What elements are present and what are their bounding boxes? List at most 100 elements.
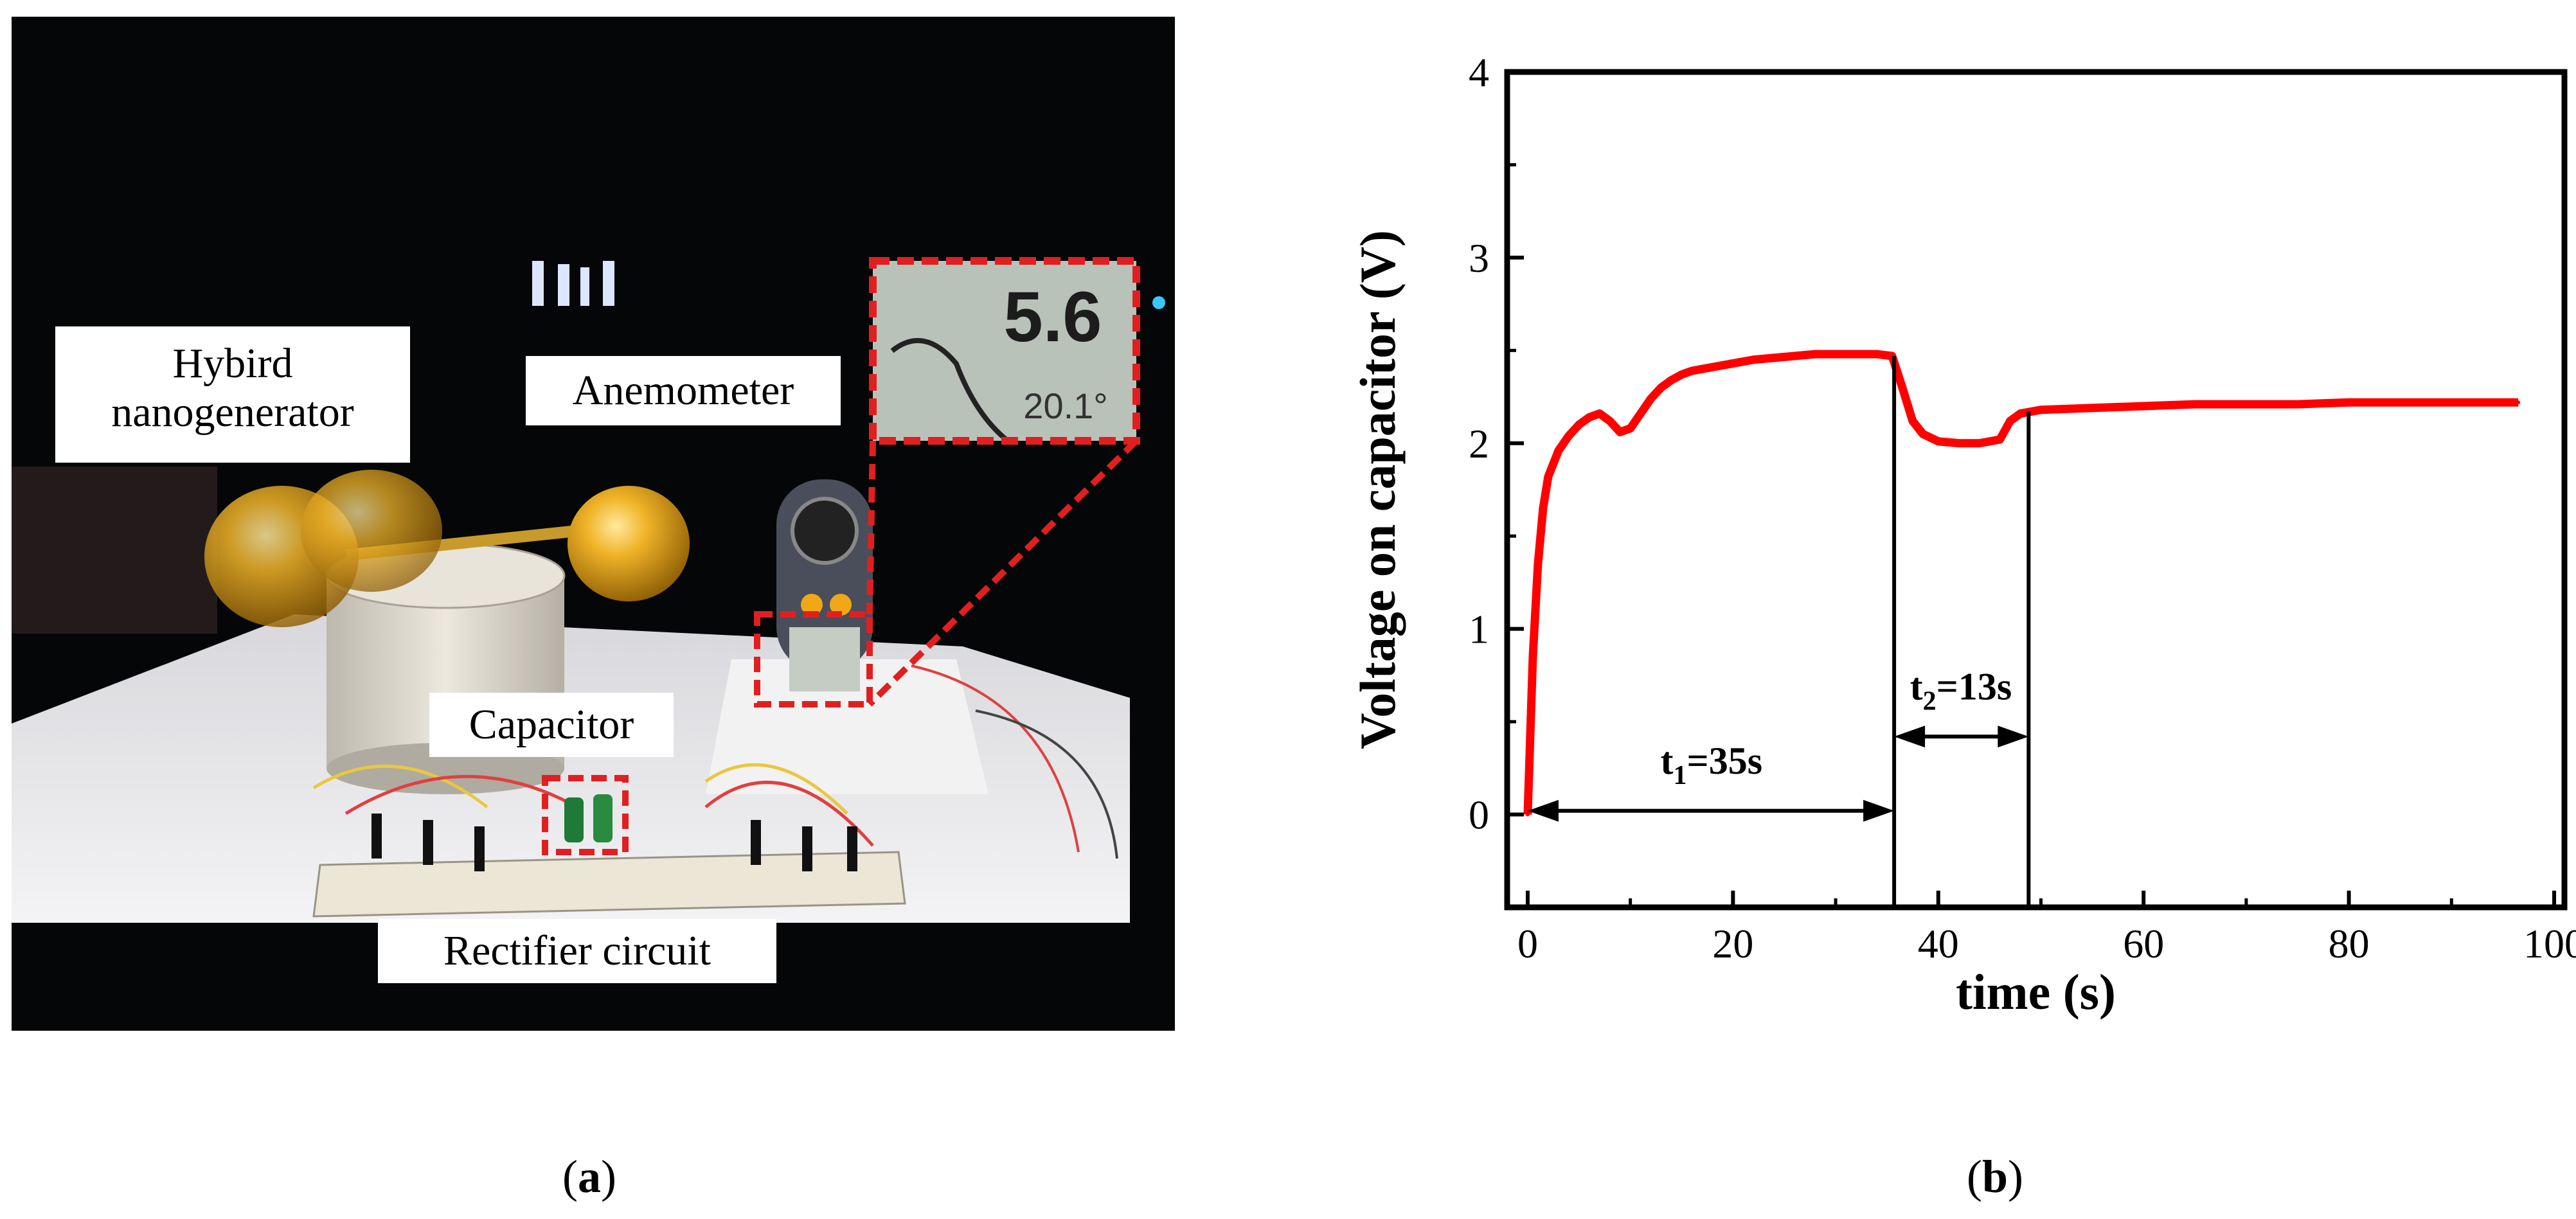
voltage-data-point xyxy=(1577,422,1581,427)
wire xyxy=(704,763,848,815)
anemometer-highlight-box xyxy=(754,611,873,707)
capacitor-component xyxy=(564,797,584,842)
diode xyxy=(474,826,485,871)
voltage-data-point xyxy=(1690,369,1694,373)
voltage-data-point xyxy=(1813,352,1818,357)
bg-wall xyxy=(12,467,217,634)
anemometer-fan xyxy=(791,497,859,565)
voltage-data-point xyxy=(1535,562,1540,566)
voltage-data-point xyxy=(1679,372,1684,377)
interval-label-main: t xyxy=(1910,665,1923,707)
caption-a: (a) xyxy=(562,1151,616,1202)
voltage-data-point xyxy=(1618,430,1622,434)
voltage-data-point xyxy=(2347,400,2351,405)
y-tick-label: 0 xyxy=(1469,792,1489,838)
rectifier-label: Rectifier circuit xyxy=(378,919,776,983)
y-tick-label: 4 xyxy=(1469,49,1489,95)
anemometer-screen xyxy=(789,627,860,691)
voltage-data-point xyxy=(1597,411,1602,416)
plot-frame xyxy=(1504,69,2568,911)
interval-arrow-head-left xyxy=(1527,799,1559,822)
voltage-data-point xyxy=(1638,411,1643,416)
chart-layer: 0 20 40 60 80 100 0 1 2 3 4 time (s) Voltage on capa… xyxy=(1350,49,2576,1020)
wire xyxy=(975,709,1118,859)
diode xyxy=(423,820,433,865)
anemometer-button xyxy=(801,594,823,616)
x-tick-label: 100 xyxy=(2523,921,2576,966)
bg-light xyxy=(1152,296,1165,309)
voltage-data-point xyxy=(1936,439,1940,443)
setup-photo: 5.6 20.1° xyxy=(12,17,1175,1031)
voltage-data-point xyxy=(2501,400,2505,405)
capacitor-component xyxy=(593,794,613,842)
y-tick-label: 3 xyxy=(1469,235,1489,281)
capacitor-label: Capacitor xyxy=(429,693,674,757)
generator-label-line1: Hybird xyxy=(172,340,293,387)
voltage-data-point xyxy=(1910,419,1915,423)
anemometer-button xyxy=(830,594,852,616)
generator-label-line2: nanogenerator xyxy=(111,388,354,436)
interval-arrow-head-right xyxy=(1863,799,1895,822)
zoom-inset xyxy=(873,261,1136,441)
voltage-data-point xyxy=(1900,386,1904,390)
interval-label: t1=35s xyxy=(1661,740,1763,790)
rotor-sphere xyxy=(568,486,690,601)
voltage-data-point xyxy=(1607,419,1612,423)
zoom-inset-border xyxy=(869,257,1140,445)
diode xyxy=(751,820,761,865)
generator-label: Hybird nanogenerator xyxy=(55,326,410,463)
voltage-data-point xyxy=(1587,415,1591,420)
x-tick-label: 0 xyxy=(1517,921,1538,966)
diode xyxy=(802,826,812,871)
x-axis-title: time (s) xyxy=(1956,964,2116,1020)
voltage-data-point xyxy=(1659,386,1663,390)
voltage-data-point xyxy=(1541,506,1545,510)
voltage-data-point xyxy=(2142,404,2146,408)
voltage-series-line xyxy=(1523,350,2519,815)
voltage-data-point xyxy=(1920,432,1925,436)
wire xyxy=(911,664,1080,853)
interval-label-main: t xyxy=(1661,740,1674,782)
interval-arrow-head-left xyxy=(1894,725,1926,748)
voltage-data-point xyxy=(2090,405,2095,410)
voltage-data-point xyxy=(1566,434,1571,438)
voltage-data-point xyxy=(1834,352,1838,357)
zoom-inset-wire xyxy=(890,338,1010,443)
y-tick-label: 2 xyxy=(1469,421,1489,467)
zoom-connector xyxy=(867,438,1139,707)
caption-b-letter: b xyxy=(1981,1151,2008,1202)
x-tick-label: 60 xyxy=(2123,921,2164,966)
voltage-data-point xyxy=(2193,402,2197,407)
anemometer-label: Anemometer xyxy=(526,356,841,425)
voltage-data-point xyxy=(1710,365,1715,369)
interval-label-subscript: 2 xyxy=(1923,686,1936,716)
breadboard xyxy=(312,851,906,918)
voltage-data-point xyxy=(2018,411,2023,416)
voltage-data-point xyxy=(2039,407,2043,412)
interval-arrow-head-right xyxy=(1998,725,2029,748)
voltage-data-point xyxy=(1628,426,1632,431)
x-tick-label: 80 xyxy=(2329,921,2370,966)
voltage-data-point xyxy=(2516,400,2521,405)
anemometer-sub-reading: 20.1° xyxy=(1023,386,1107,426)
voltage-data-point xyxy=(1956,441,1961,445)
voltage-data-point xyxy=(1731,361,1735,366)
voltage-data-point xyxy=(1874,352,1879,357)
diode xyxy=(847,826,857,871)
voltage-data-point xyxy=(1998,438,2002,441)
bg-light xyxy=(532,261,544,306)
x-tick-label: 40 xyxy=(1918,921,1959,966)
voltage-data-point xyxy=(2244,402,2248,407)
rotor-sphere xyxy=(301,470,442,592)
capacitor-highlight-box xyxy=(542,775,629,855)
y-axis-title: Voltage on capacitor (V) xyxy=(1350,230,1406,749)
interval-label-value: =13s xyxy=(1936,665,2012,707)
x-tick-label: 20 xyxy=(1712,921,1753,966)
voltage-data-point xyxy=(1525,812,1530,817)
voltage-data-point xyxy=(1977,441,1981,445)
bg-light xyxy=(558,264,569,306)
voltage-data-point xyxy=(1546,474,1550,479)
voltage-data-point xyxy=(2008,419,2012,423)
interval-label-subscript: 1 xyxy=(1674,761,1687,790)
caption-a-letter: a xyxy=(577,1151,601,1202)
